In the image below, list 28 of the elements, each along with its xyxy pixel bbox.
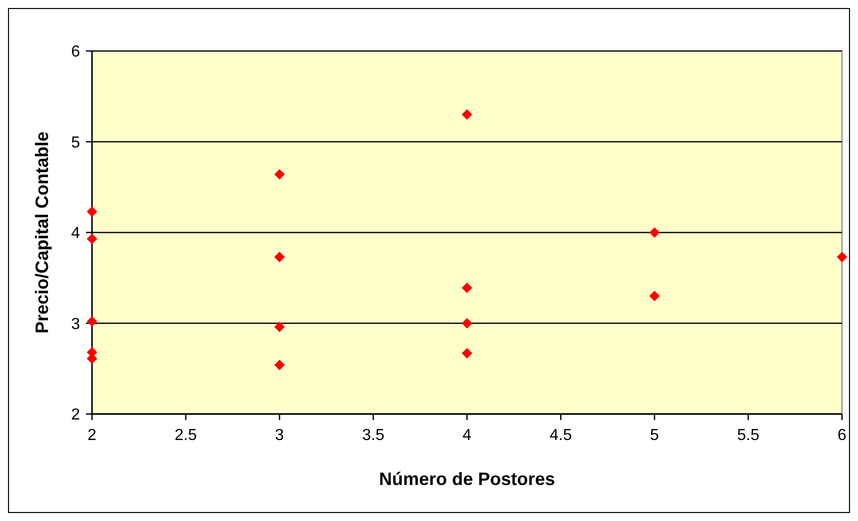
y-tick-label: 4 [71,225,80,242]
point [649,290,660,302]
y-axis-title: Precio/Capital Contable [32,131,52,334]
point [462,109,472,120]
x-tick-label: 3 [275,427,284,444]
point [462,282,472,294]
y-tick-label: 6 [71,44,80,61]
point [462,318,472,328]
point [836,252,848,262]
point [649,227,660,238]
x-tick-label: 4 [462,427,472,444]
point [274,252,285,262]
x-tick-label: 2 [88,427,97,444]
x-tick-label: 3.5 [362,427,384,444]
x-tick-label: 4.5 [550,427,572,444]
y-tick-label: 3 [71,316,80,333]
y-tick-label: 5 [71,134,80,152]
x-axis-title: Número de Postores [378,469,556,489]
x-tick-label: 6 [838,427,847,444]
point [274,169,285,180]
y-tick-label: 2 [71,406,80,424]
x-tick-label: 5.5 [737,427,760,444]
point [86,206,98,217]
x-tick-label: 5 [650,427,660,444]
point [274,360,285,370]
point [462,348,472,358]
x-tick-label: 2.5 [174,427,197,444]
point [274,322,285,332]
